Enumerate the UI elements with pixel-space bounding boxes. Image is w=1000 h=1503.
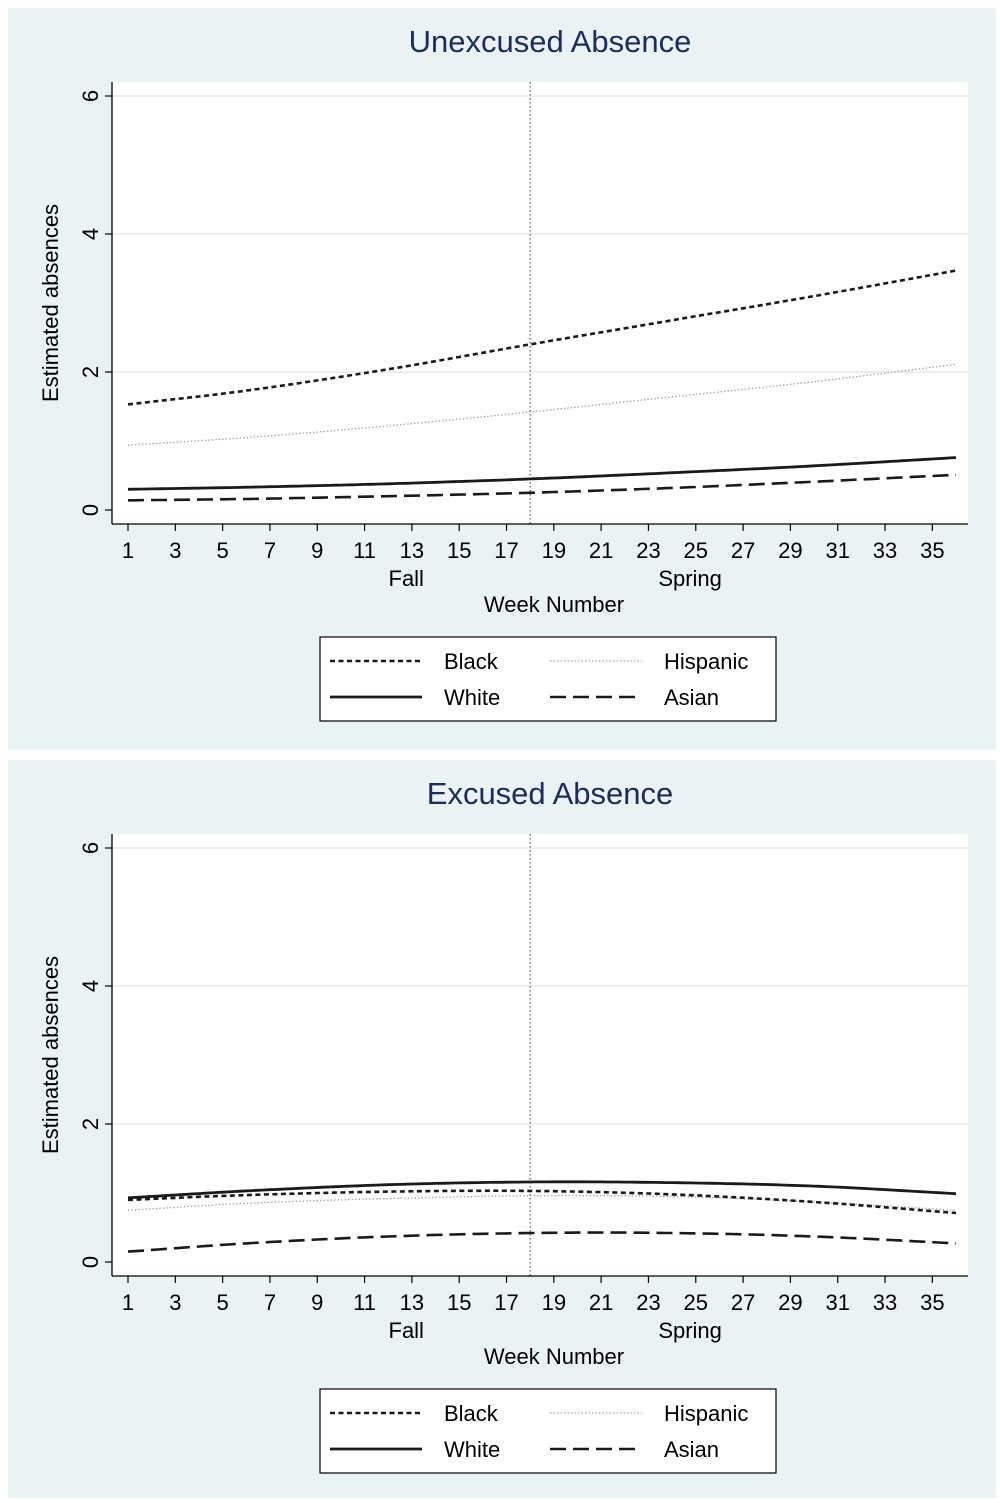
x-tick-label-31: 31 (825, 538, 849, 563)
x-tick-label-35: 35 (920, 538, 944, 563)
y-tick-label-6: 6 (78, 842, 103, 854)
series-line-black (127, 1189, 957, 1215)
period-label-fall: Fall (389, 566, 424, 591)
x-tick-label-11: 11 (353, 1290, 376, 1315)
period-label-spring: Spring (658, 1318, 722, 1343)
x-tick-label-11: 11 (353, 538, 376, 563)
x-tick-label-29: 29 (778, 1290, 802, 1315)
x-axis-title: Week Number (484, 592, 624, 617)
x-tick-label-19: 19 (542, 1290, 566, 1315)
unexcused-absence-panel: Unexcused Absence 0 2 4 6 1 3 5 7 9 11 13 15 17 19 21 23… (8, 8, 996, 750)
x-tick-label-27: 27 (731, 538, 755, 563)
series-line-black (127, 269, 957, 406)
x-tick-label-7: 7 (264, 538, 276, 563)
plot-area (112, 82, 968, 524)
chart-title: Excused Absence (427, 776, 673, 811)
x-tick-label-21: 21 (589, 538, 613, 563)
x-tick-label-33: 33 (873, 1290, 897, 1315)
series-line-asian (127, 1231, 957, 1253)
x-tick-label-23: 23 (636, 538, 660, 563)
x-tick-label-35: 35 (920, 1290, 944, 1315)
legend-label-hispanic: Hispanic (664, 649, 748, 674)
legend-label-black: Black (444, 649, 499, 674)
x-tick-label-5: 5 (217, 538, 229, 563)
x-tick-label-13: 13 (400, 538, 424, 563)
x-tick-label-21: 21 (589, 1290, 613, 1315)
x-tick-label-19: 19 (542, 538, 566, 563)
legend-label-white: White (444, 685, 500, 710)
y-tick-label-4: 4 (78, 228, 103, 240)
x-tick-label-25: 25 (684, 1290, 708, 1315)
legend-label-asian: Asian (664, 685, 719, 710)
x-tick-label-27: 27 (731, 1290, 755, 1315)
period-label-fall: Fall (389, 1318, 424, 1343)
x-tick-label-9: 9 (311, 1290, 323, 1315)
series-line-white (127, 456, 957, 491)
y-tick-label-2: 2 (78, 1118, 103, 1130)
x-tick-label-3: 3 (169, 1290, 181, 1315)
excused-absence-panel: Excused Absence 0 2 4 6 1 3 5 7 9 11 13 15 17 19 21 23 25… (8, 760, 996, 1498)
x-tick-label-33: 33 (873, 538, 897, 563)
x-tick-label-5: 5 (217, 1290, 229, 1315)
chart-title: Unexcused Absence (409, 24, 692, 59)
x-axis-title: Week Number (484, 1344, 624, 1369)
x-tick-label-17: 17 (494, 1290, 518, 1315)
y-axis-title: Estimated absences (38, 204, 63, 402)
y-tick-label-6: 6 (78, 90, 103, 102)
legend-label-hispanic: Hispanic (664, 1401, 748, 1426)
x-tick-label-9: 9 (311, 538, 323, 563)
plot-area (112, 834, 968, 1276)
x-tick-label-1: 1 (122, 1290, 134, 1315)
x-tick-label-23: 23 (636, 1290, 660, 1315)
legend-label-asian: Asian (664, 1437, 719, 1462)
x-tick-label-1: 1 (122, 538, 134, 563)
x-tick-label-15: 15 (447, 1290, 471, 1315)
legend-box (319, 636, 777, 722)
x-tick-label-7: 7 (264, 1290, 276, 1315)
series-line-white (127, 1180, 957, 1200)
x-tick-label-17: 17 (494, 538, 518, 563)
x-tick-label-3: 3 (169, 538, 181, 563)
legend-label-black: Black (444, 1401, 499, 1426)
y-tick-label-4: 4 (78, 980, 103, 992)
y-tick-label-0: 0 (78, 504, 103, 516)
period-label-spring: Spring (658, 566, 722, 591)
series-line-asian (128, 473, 957, 502)
legend-box (319, 1388, 777, 1474)
y-tick-label-2: 2 (78, 366, 103, 378)
y-axis-title: Estimated absences (38, 956, 63, 1154)
x-tick-label-15: 15 (447, 538, 471, 563)
x-tick-label-25: 25 (684, 538, 708, 563)
series-line-hispanic (127, 363, 957, 446)
legend-label-white: White (444, 1437, 500, 1462)
x-tick-label-31: 31 (825, 1290, 849, 1315)
x-tick-label-13: 13 (400, 1290, 424, 1315)
y-tick-label-0: 0 (78, 1256, 103, 1268)
x-tick-label-29: 29 (778, 538, 802, 563)
